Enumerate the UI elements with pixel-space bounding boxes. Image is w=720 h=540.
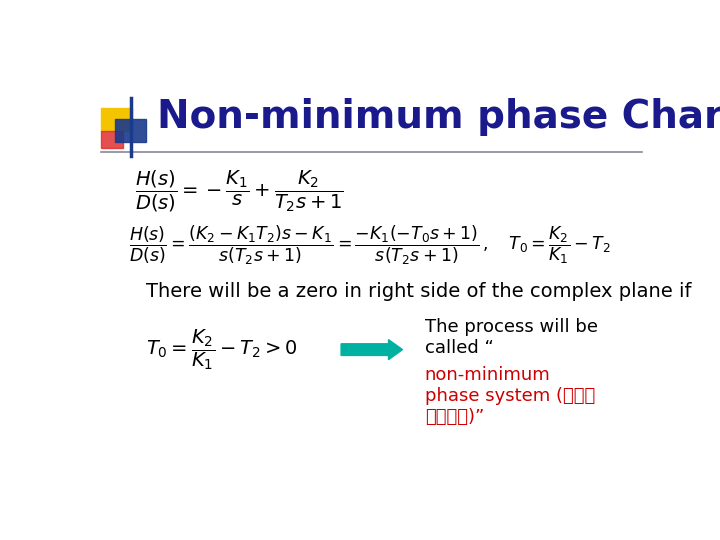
- Bar: [115, 119, 145, 141]
- Text: $T_0 = \dfrac{K_2}{K_1} - T_2 > 0$: $T_0 = \dfrac{K_2}{K_1} - T_2 > 0$: [145, 327, 297, 372]
- Text: Non-minimum phase Characteristics: Non-minimum phase Characteristics: [157, 98, 720, 136]
- Text: The process will be
called “: The process will be called “: [425, 319, 598, 357]
- Text: There will be a zero in right side of the complex plane if: There will be a zero in right side of th…: [145, 282, 691, 301]
- Bar: [101, 109, 132, 131]
- Text: $\dfrac{H(s)}{D(s)} = -\dfrac{K_1}{s} + \dfrac{K_2}{T_2 s+1}$: $\dfrac{H(s)}{D(s)} = -\dfrac{K_1}{s} + …: [135, 169, 343, 214]
- Text: non-minimum
phase system (非最小
相位系统)”: non-minimum phase system (非最小 相位系统)”: [425, 366, 595, 426]
- Bar: [101, 131, 124, 148]
- FancyArrow shape: [341, 340, 402, 360]
- Text: $\dfrac{H(s)}{D(s)} = \dfrac{(K_2 - K_1 T_2)s - K_1}{s(T_2 s+1)} = \dfrac{-K_1(-: $\dfrac{H(s)}{D(s)} = \dfrac{(K_2 - K_1 …: [129, 224, 611, 267]
